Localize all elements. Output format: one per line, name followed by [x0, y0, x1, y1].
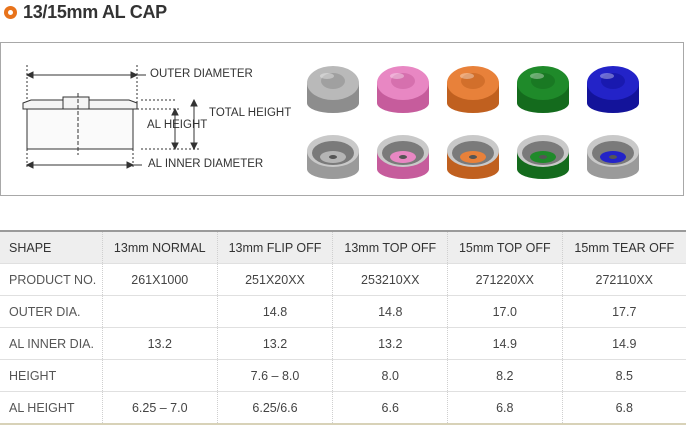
cap-dimension-diagram [22, 65, 199, 169]
row-label: AL INNER DIA. [0, 327, 103, 360]
table-cell: 6.6 [332, 391, 448, 425]
row-label: AL HEIGHT [0, 391, 103, 425]
table-cell: 13mm NORMAL [102, 230, 218, 264]
row-label: HEIGHT [0, 359, 103, 392]
table-cell: 8.5 [561, 359, 686, 392]
cap-bottom-view [377, 135, 429, 179]
cap-bottom-view [447, 135, 499, 179]
row-label: SHAPE [0, 230, 103, 264]
label-outer-diameter: OUTER DIAMETER [150, 68, 253, 80]
spec-table: SHAPE 13mm NORMAL 13mm FLIP OFF 13mm TOP OF… [0, 230, 686, 425]
table-cell: 253210XX [332, 263, 448, 296]
page-header: 13/15mm AL CAP [4, 0, 167, 24]
table-cell: 6.8 [447, 391, 563, 425]
table-cell: 261X1000 [102, 263, 218, 296]
row-label: OUTER DIA. [0, 295, 103, 328]
label-al-inner-diameter: AL INNER DIAMETER [148, 158, 264, 170]
cap-photos [307, 66, 639, 179]
cap-top-view [587, 66, 639, 113]
table-row: PRODUCT NO. 261X1000 251X20XX 253210XX 27122… [0, 263, 686, 296]
table-cell: 6.8 [561, 391, 686, 425]
table-cell: 13.2 [332, 327, 448, 360]
table-row: AL INNER DIA. 13.2 13.2 13.2 14.9 14.9 [0, 327, 686, 360]
table-cell: 271220XX [447, 263, 563, 296]
table-cell: 14.8 [332, 295, 448, 328]
table-cell [102, 295, 218, 328]
table-cell: 6.25/6.6 [216, 391, 333, 425]
table-cell: 17.7 [561, 295, 686, 328]
table-cell: 7.6 – 8.0 [216, 359, 333, 392]
table-cell: 8.2 [447, 359, 563, 392]
page-title: 13/15mm AL CAP [23, 1, 167, 22]
table-cell: 272110XX [561, 263, 686, 296]
table-cell: 14.9 [561, 327, 686, 360]
label-total-height: TOTAL HEIGHT [209, 107, 292, 119]
table-cell: 6.25 – 7.0 [102, 391, 218, 425]
table-row: AL HEIGHT 6.25 – 7.0 6.25/6.6 6.6 6.8 6.8 [0, 391, 686, 425]
table-cell: 13.2 [216, 327, 333, 360]
bullet-circle-icon [4, 5, 17, 19]
label-al-height: AL HEIGHT [147, 119, 208, 131]
table-cell: 13mm FLIP OFF [216, 230, 333, 264]
cap-bottom-view [587, 135, 639, 179]
table-cell: 15mm TOP OFF [447, 230, 563, 264]
cap-bottom-view [517, 135, 569, 179]
cap-top-view [377, 66, 429, 113]
table-cell: 8.0 [332, 359, 448, 392]
cap-top-view [517, 66, 569, 113]
table-cell: 251X20XX [216, 263, 333, 296]
cap-top-view [307, 66, 359, 113]
table-cell [102, 359, 218, 392]
table-row: HEIGHT 7.6 – 8.0 8.0 8.2 8.5 [0, 359, 686, 392]
table-row: OUTER DIA. 14.8 14.8 17.0 17.7 [0, 295, 686, 328]
table-cell: 15mm TEAR OFF [561, 230, 686, 264]
cap-diagram-panel: OUTER DIAMETER TOTAL HEIGHT AL HEIGHT AL… [0, 42, 684, 196]
cap-top-view [447, 66, 499, 113]
table-cell: 14.9 [447, 327, 563, 360]
table-cell: 14.8 [216, 295, 333, 328]
table-cell: 17.0 [447, 295, 563, 328]
table-cell: 13.2 [102, 327, 218, 360]
cap-bottom-view [307, 135, 359, 179]
table-cell: 13mm TOP OFF [332, 230, 448, 264]
table-header-row: SHAPE 13mm NORMAL 13mm FLIP OFF 13mm TOP OF… [0, 230, 686, 264]
row-label: PRODUCT NO. [0, 263, 103, 296]
